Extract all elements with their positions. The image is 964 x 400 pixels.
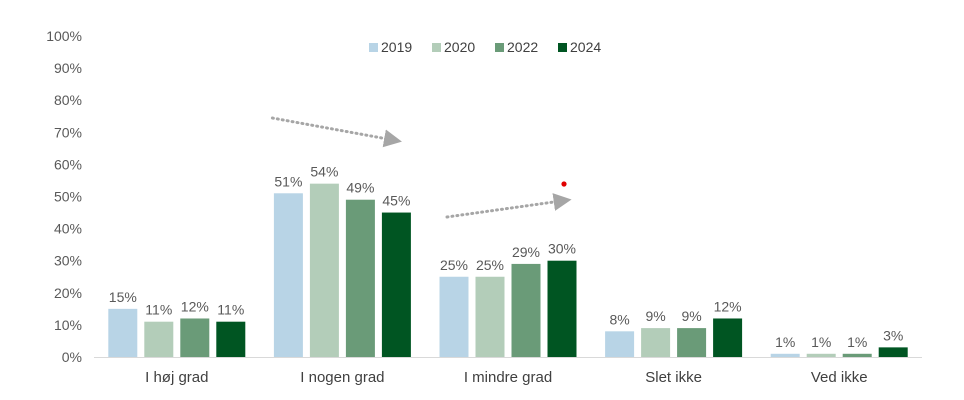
red-dot [561, 181, 567, 187]
bar [677, 328, 707, 357]
data-label: 54% [310, 164, 338, 180]
bar [439, 276, 469, 357]
bar [878, 347, 908, 357]
dotted-arrow-up [445, 193, 572, 219]
y-tick-label: 60% [54, 156, 82, 172]
bar [806, 353, 836, 357]
x-tick-label: Ved ikke [811, 369, 868, 386]
y-tick-label: 80% [54, 92, 82, 108]
y-tick-label: 10% [54, 317, 82, 333]
bar [605, 331, 635, 357]
data-label: 45% [382, 193, 410, 209]
data-label: 9% [681, 308, 701, 324]
x-tick-label: Slet ikke [645, 369, 702, 386]
legend-label: 2019 [381, 39, 412, 55]
bar [108, 308, 138, 357]
bar [547, 260, 577, 357]
data-label: 25% [476, 257, 504, 273]
data-label: 11% [145, 302, 172, 318]
y-tick-label: 70% [54, 124, 82, 140]
bar [475, 276, 505, 357]
dotted-arrow-down [270, 116, 402, 148]
data-label: 51% [274, 173, 302, 189]
bar [770, 353, 800, 357]
data-label: 11% [217, 302, 244, 318]
data-label: 29% [512, 244, 540, 260]
y-tick-label: 40% [54, 221, 82, 237]
data-label: 1% [847, 334, 867, 350]
data-label: 1% [775, 334, 795, 350]
bar [180, 318, 210, 357]
legend-label: 2022 [507, 39, 538, 55]
data-label: 9% [645, 308, 665, 324]
y-axis: 0% 10% 20% 30% 40% 50% 60% 70% 80% 90% 100% [46, 28, 82, 365]
bar [381, 212, 411, 357]
data-labels: 15% 11% 12% 11% 51% 54% 49% 45% 25% 25% 29% 30% 8% 9%… [109, 164, 904, 350]
data-label: 12% [714, 298, 742, 314]
bars [108, 183, 908, 357]
data-label: 25% [440, 257, 468, 273]
data-label: 49% [346, 180, 374, 196]
y-tick-label: 50% [54, 189, 82, 205]
bar [273, 193, 303, 357]
x-tick-label: I høj grad [145, 369, 208, 386]
data-label: 15% [109, 289, 137, 305]
bar [144, 321, 174, 357]
data-label: 8% [609, 311, 629, 327]
bar [216, 321, 246, 357]
x-tick-label: I mindre grad [464, 369, 552, 386]
bar [309, 183, 339, 357]
legend: 2019 2020 2022 2024 [369, 39, 601, 55]
data-label: 3% [883, 327, 903, 343]
annotations [270, 116, 572, 219]
legend-label: 2024 [570, 39, 601, 55]
y-tick-label: 20% [54, 285, 82, 301]
y-tick-label: 90% [54, 60, 82, 76]
data-label: 12% [181, 298, 209, 314]
legend-swatch [495, 43, 504, 52]
data-label: 1% [811, 334, 831, 350]
y-tick-label: 30% [54, 253, 82, 269]
legend-swatch [369, 43, 378, 52]
y-tick-label: 0% [62, 349, 82, 365]
legend-swatch [432, 43, 441, 52]
legend-swatch [558, 43, 567, 52]
y-tick-label: 100% [46, 28, 82, 44]
bar [345, 199, 375, 357]
x-tick-label: I nogen grad [300, 369, 384, 386]
bar [511, 263, 541, 357]
bar [713, 318, 743, 357]
legend-label: 2020 [444, 39, 475, 55]
bar [641, 328, 671, 357]
data-label: 30% [548, 241, 576, 257]
x-axis: I høj grad I nogen grad I mindre grad Slet … [94, 357, 922, 386]
bar [842, 353, 872, 357]
